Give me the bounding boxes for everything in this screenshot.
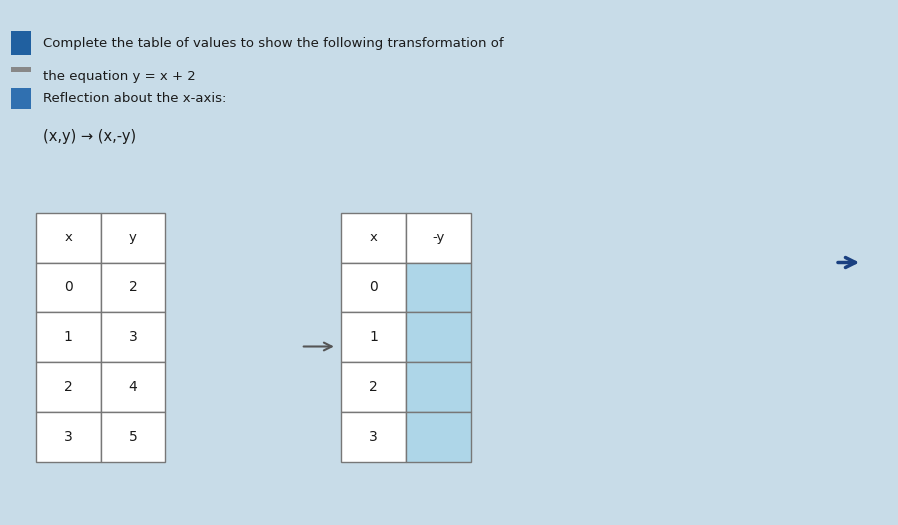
FancyBboxPatch shape	[36, 262, 101, 312]
Text: 2: 2	[64, 380, 73, 394]
Text: x: x	[370, 231, 377, 244]
FancyBboxPatch shape	[406, 312, 471, 362]
FancyBboxPatch shape	[36, 312, 101, 362]
FancyBboxPatch shape	[101, 213, 165, 262]
FancyBboxPatch shape	[341, 362, 406, 412]
Text: 3: 3	[64, 430, 73, 444]
FancyBboxPatch shape	[101, 362, 165, 412]
Text: 1: 1	[64, 330, 73, 344]
FancyBboxPatch shape	[36, 412, 101, 462]
Text: Complete the table of values to show the following transformation of: Complete the table of values to show the…	[43, 37, 504, 49]
FancyBboxPatch shape	[406, 362, 471, 412]
FancyBboxPatch shape	[341, 412, 406, 462]
Text: -y: -y	[432, 231, 445, 244]
Text: 0: 0	[369, 280, 378, 295]
Text: the equation y = x + 2: the equation y = x + 2	[43, 70, 196, 82]
FancyBboxPatch shape	[341, 312, 406, 362]
FancyBboxPatch shape	[101, 262, 165, 312]
Text: 3: 3	[369, 430, 378, 444]
Text: 1: 1	[369, 330, 378, 344]
FancyBboxPatch shape	[36, 362, 101, 412]
Text: (x,y) → (x,-y): (x,y) → (x,-y)	[43, 129, 136, 144]
Text: Reflection about the x-axis:: Reflection about the x-axis:	[43, 92, 226, 104]
Text: 4: 4	[128, 380, 137, 394]
Text: 5: 5	[128, 430, 137, 444]
FancyBboxPatch shape	[406, 213, 471, 262]
Text: 2: 2	[369, 380, 378, 394]
FancyBboxPatch shape	[11, 88, 31, 109]
Text: 0: 0	[64, 280, 73, 295]
FancyBboxPatch shape	[101, 412, 165, 462]
FancyBboxPatch shape	[406, 412, 471, 462]
Text: 3: 3	[128, 330, 137, 344]
FancyBboxPatch shape	[406, 262, 471, 312]
Text: x: x	[65, 231, 72, 244]
FancyBboxPatch shape	[101, 312, 165, 362]
Text: y: y	[129, 231, 136, 244]
FancyBboxPatch shape	[36, 213, 101, 262]
FancyBboxPatch shape	[341, 213, 406, 262]
FancyBboxPatch shape	[11, 67, 31, 72]
Text: 2: 2	[128, 280, 137, 295]
FancyBboxPatch shape	[341, 262, 406, 312]
FancyBboxPatch shape	[11, 32, 31, 55]
